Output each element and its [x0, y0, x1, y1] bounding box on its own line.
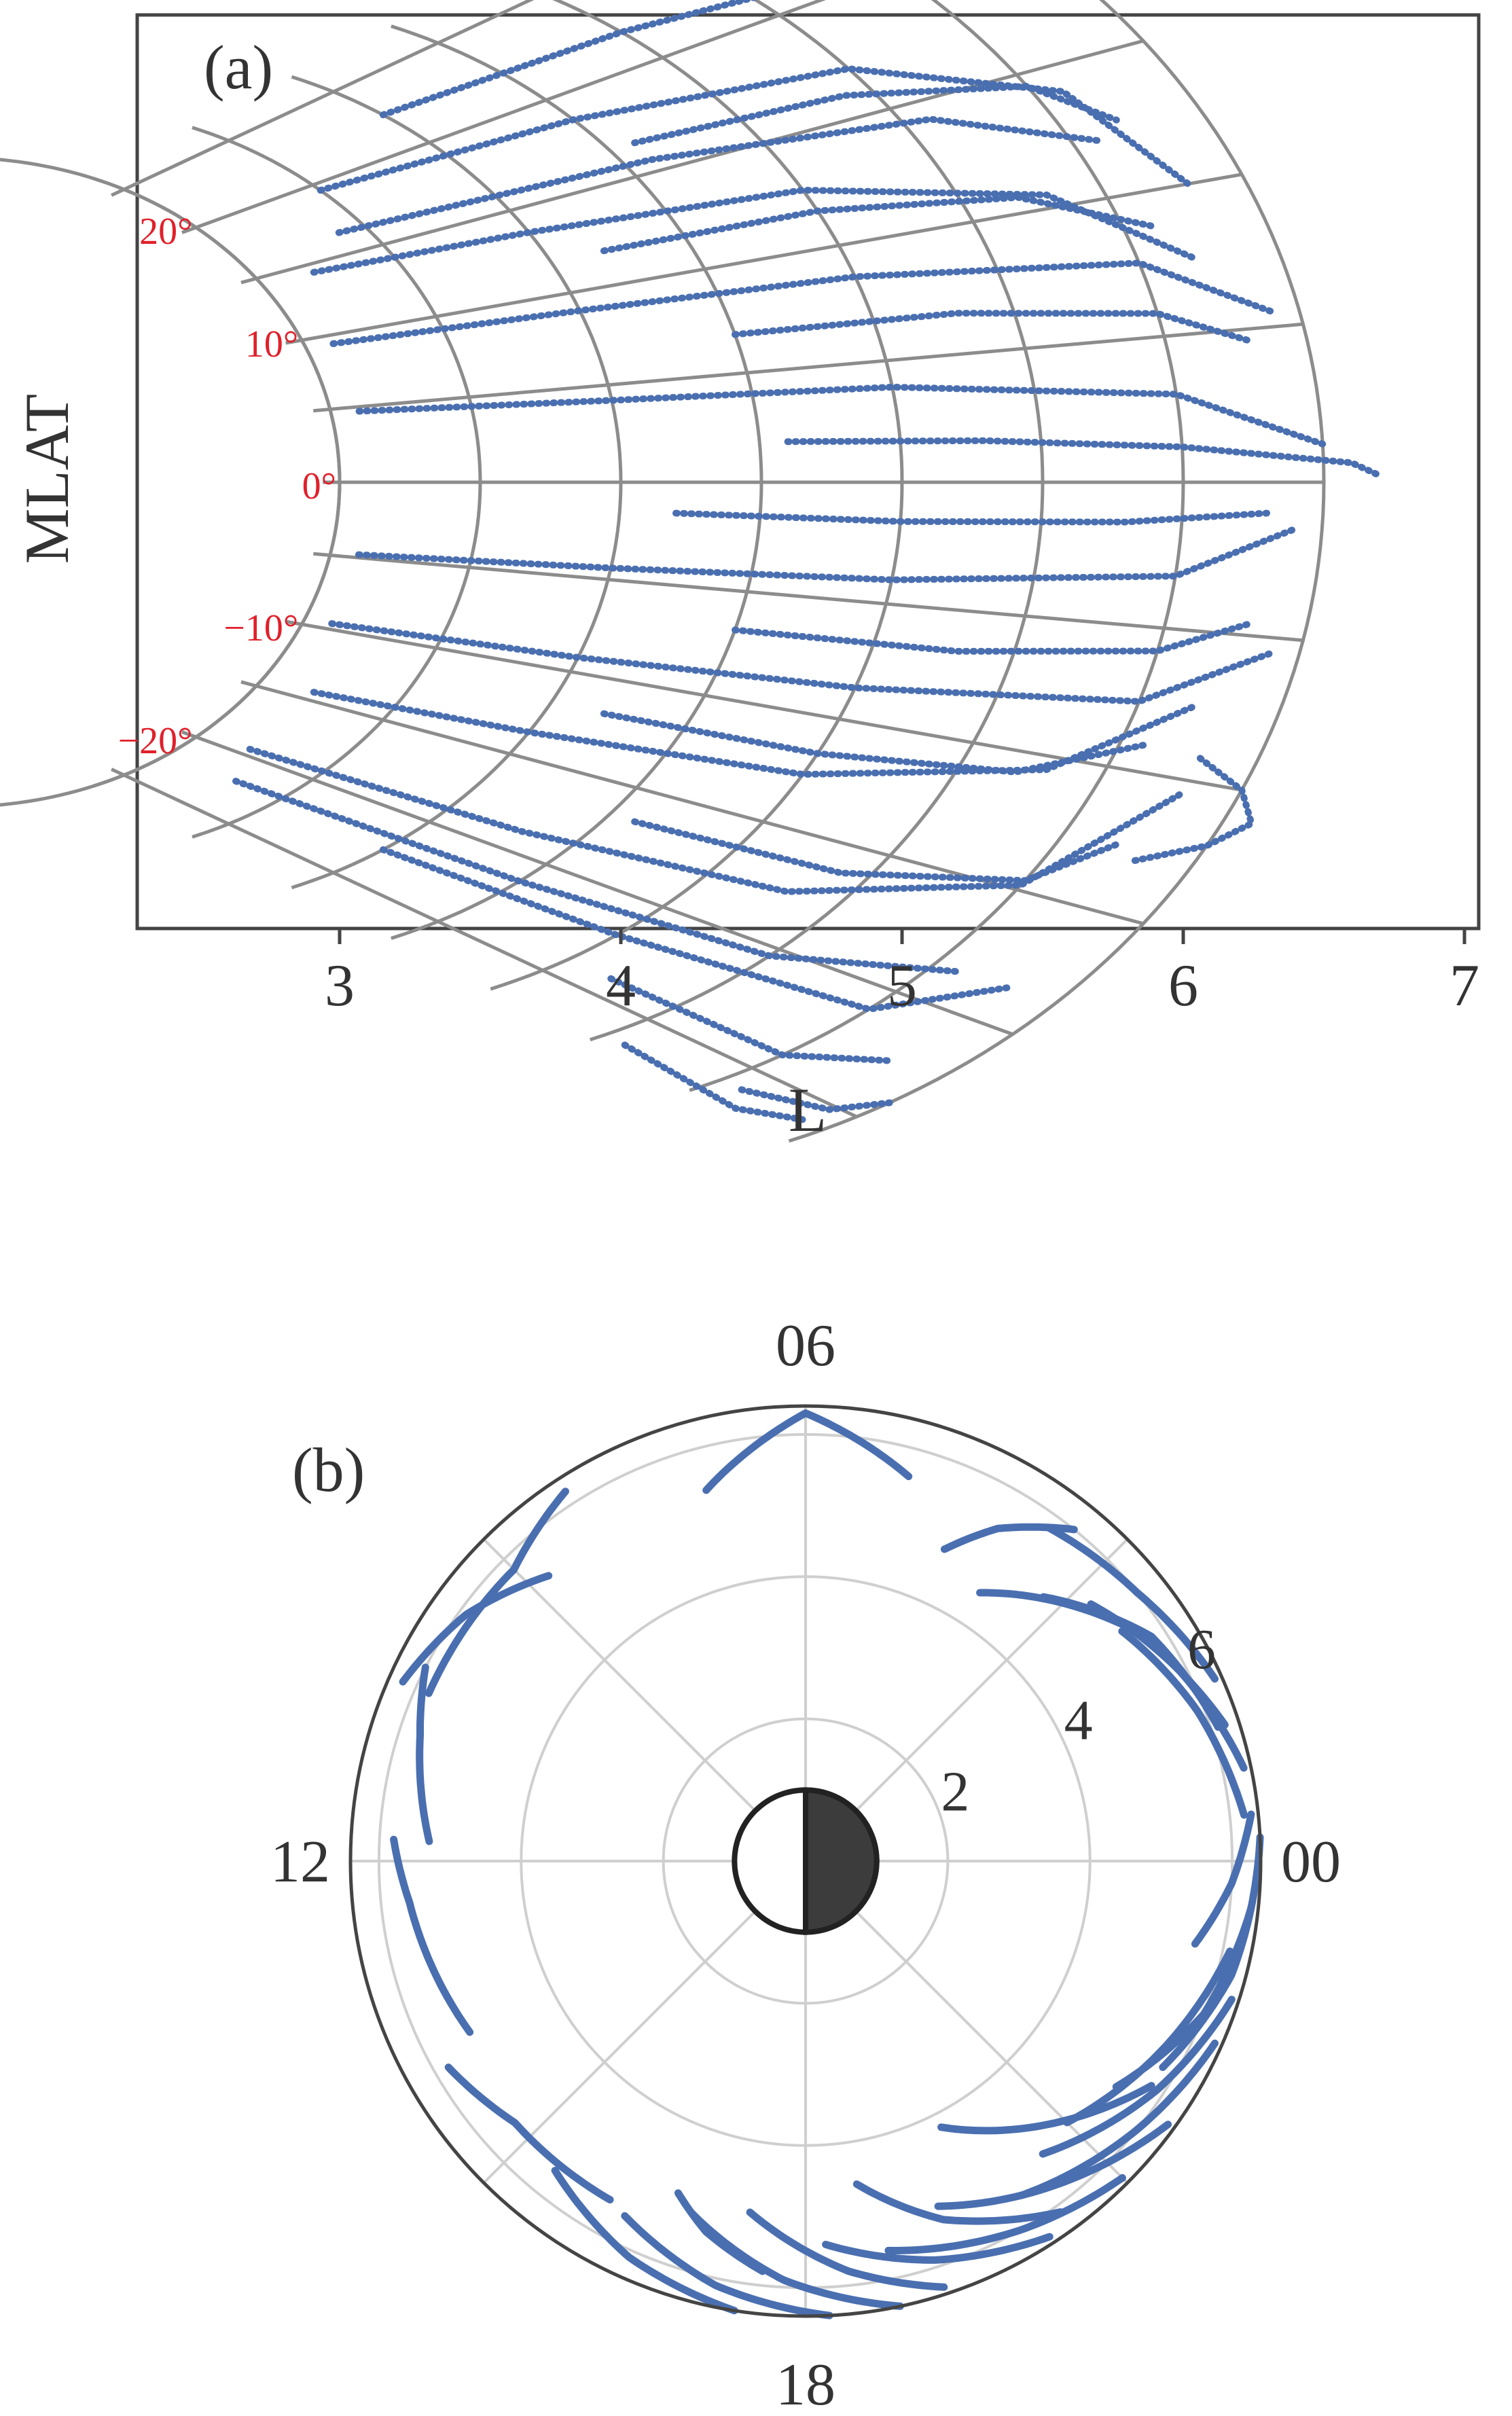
radial-tick-label: 2	[941, 1760, 969, 1823]
orbit-arc	[621, 2212, 833, 2320]
orbit-segment	[246, 746, 1184, 895]
orbit-arc	[1159, 1833, 1264, 2072]
polar-outer-boundary	[348, 1404, 1263, 2318]
mlat-label: 0°	[302, 465, 336, 507]
orbit-arc	[1087, 1600, 1248, 1772]
mlt-label-00: 00	[1281, 1829, 1341, 1895]
mlat-ray--10	[285, 619, 1242, 792]
orbit-arc	[1018, 2039, 1219, 2199]
orbit-segment	[1131, 755, 1255, 864]
orbit-segment	[621, 1041, 806, 1123]
panel-b-label: (b)	[292, 1435, 365, 1504]
orbit-arc	[1191, 1810, 1255, 1948]
orbit-segment	[672, 509, 1270, 526]
mlat-label: −10°	[223, 607, 298, 649]
mlat-label: 10°	[245, 323, 298, 365]
panel-a-meridional-plot: 20° 10° 0° −10° −20° 3 4 5 6 7 (a) L MLAT	[0, 0, 1481, 1144]
orbit-segment	[600, 194, 1155, 255]
x-tick-label: 5	[887, 953, 917, 1019]
mlat-ray--5	[313, 552, 1303, 643]
mlat-ray--25	[111, 768, 858, 1119]
orbit-segment	[732, 619, 1255, 655]
orbit-segment	[328, 620, 1275, 705]
earth-icon	[732, 1787, 880, 1935]
orbit-arc	[940, 1523, 1078, 1553]
mlt-label-12: 12	[270, 1829, 330, 1895]
mlat-ray-25	[111, 0, 535, 197]
orbit-arc	[551, 2167, 738, 2315]
orbit-arc	[416, 1663, 433, 1845]
orbit-segment	[738, 1086, 893, 1113]
orbit-traces-panel-a	[232, 0, 1384, 1123]
orbit-arc	[390, 1835, 474, 2036]
orbit-segment	[379, 846, 1011, 1013]
orbit-arc	[822, 2233, 1054, 2264]
x-axis-label: L	[789, 1075, 827, 1144]
mlt-label-18: 18	[776, 2352, 835, 2416]
orbit-arc	[674, 2189, 766, 2275]
x-axis-ticks: 3 4 5 6 7	[325, 928, 1479, 1019]
x-tick-label: 7	[1450, 953, 1479, 1019]
orbit-segment	[310, 689, 1199, 778]
orbit-arc	[702, 1409, 913, 1494]
radial-tick-labels: 2 4 6	[941, 1618, 1216, 1823]
polar-grid	[350, 1406, 1261, 2316]
orbit-segment	[329, 259, 1275, 347]
mlat-ray-20	[181, 0, 827, 234]
mlt-spoke	[482, 1538, 807, 1862]
orbit-segment	[631, 83, 1120, 147]
panel-b-equatorial-plot: 2 4 6 06 12 18 00 (b)	[270, 1313, 1341, 2416]
mlat-ray--20	[181, 730, 1013, 1036]
orbit-segment	[355, 526, 1297, 583]
orbit-traces-panel-b	[390, 1409, 1264, 2320]
orbit-segment	[631, 818, 1120, 884]
mlat-ray-10	[285, 173, 1242, 345]
orbit-segment	[784, 437, 1384, 480]
mlt-spoke	[482, 1860, 807, 2184]
orbit-arc	[1039, 1996, 1236, 2158]
orbit-arc	[852, 2180, 1064, 2225]
orbit-arc	[1118, 1627, 1248, 1819]
orbit-arc	[399, 1572, 553, 1686]
mlt-labels: 06 12 18 00	[270, 1313, 1341, 2416]
mlt-spoke	[804, 1538, 1129, 1862]
orbit-segment	[379, 0, 758, 119]
orbit-arc	[444, 2063, 614, 2204]
radial-tick-label: 6	[1187, 1618, 1216, 1681]
orbit-segment	[600, 710, 1153, 776]
radial-tick-label: 4	[1064, 1689, 1093, 1752]
orbit-segment	[607, 975, 897, 1064]
orbit-arc	[425, 1488, 569, 1697]
orbit-arc	[1044, 1523, 1219, 1683]
orbit-segment	[355, 383, 1327, 448]
mlt-label-06: 06	[776, 1313, 835, 1379]
orbit-segment	[335, 115, 1105, 236]
orbit-arc	[746, 2208, 948, 2291]
x-tick-label: 3	[325, 953, 355, 1019]
mlat-label: −20°	[118, 720, 193, 762]
x-tick-label: 4	[606, 953, 636, 1019]
orbit-segment	[232, 778, 962, 975]
earth-nightside	[803, 1787, 880, 1935]
orbit-segment	[317, 65, 1192, 194]
mlat-ray-5	[313, 322, 1303, 413]
orbit-arc	[934, 2121, 1172, 2210]
panel-a-label: (a)	[204, 33, 273, 102]
mlat-label: 20°	[139, 211, 192, 253]
orbit-segment	[732, 310, 1255, 345]
mlat-labels: 20° 10° 0° −10° −20°	[118, 211, 336, 762]
y-axis-label: MLAT	[12, 394, 82, 564]
x-tick-label: 6	[1168, 953, 1198, 1019]
mlt-spoke	[804, 1860, 1129, 2184]
orbit-arc	[884, 2174, 1126, 2254]
orbit-arc	[1063, 1947, 1234, 2127]
orbit-arc	[937, 2082, 1155, 2135]
